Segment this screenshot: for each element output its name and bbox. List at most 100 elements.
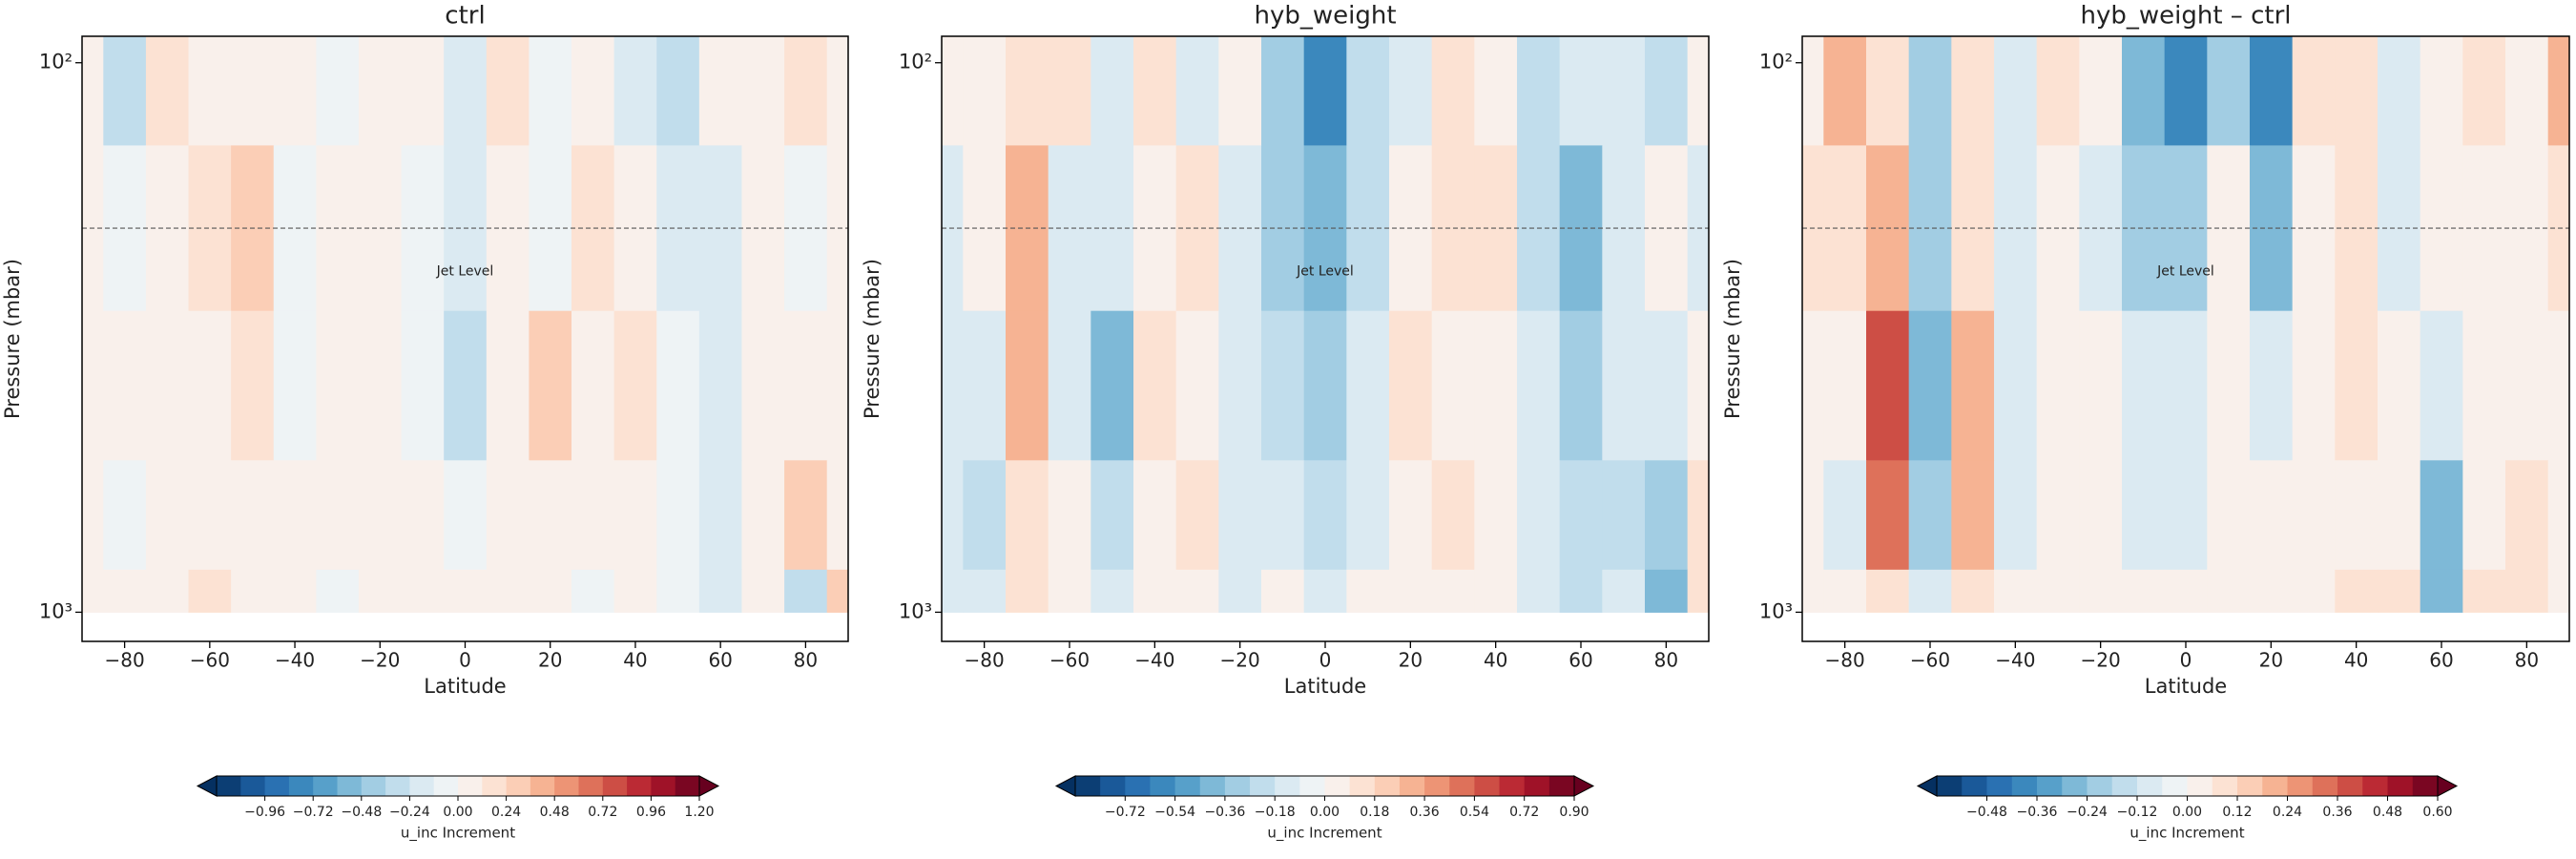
field-cell bbox=[1431, 460, 1475, 571]
field-cell bbox=[1261, 36, 1305, 146]
field-cell bbox=[2378, 460, 2421, 571]
colorbar-segment bbox=[1250, 776, 1276, 796]
field-cell bbox=[2079, 460, 2123, 571]
field-cell bbox=[1802, 460, 1824, 571]
field-cell bbox=[741, 310, 785, 461]
colorbar-segment bbox=[2062, 776, 2088, 796]
field-cell bbox=[1994, 460, 2038, 571]
field-cell bbox=[529, 460, 572, 571]
field-cell bbox=[826, 145, 848, 312]
colorbar-segment bbox=[1224, 776, 1251, 796]
field-cell bbox=[1645, 310, 1689, 461]
colorbar-segment bbox=[1449, 776, 1475, 796]
field-cell bbox=[1303, 569, 1347, 613]
field-cell bbox=[1994, 310, 2038, 461]
field-cell bbox=[1802, 310, 1824, 461]
field-cell bbox=[401, 310, 445, 461]
field-cell bbox=[2420, 569, 2463, 613]
field-cell bbox=[784, 145, 828, 312]
field-cell bbox=[316, 460, 360, 571]
x-tick-label: −80 bbox=[105, 649, 145, 672]
y-axis-label: Pressure (mbar) bbox=[1721, 259, 1744, 419]
colorbar-tick-label: 0.36 bbox=[1410, 805, 1440, 820]
field-cell bbox=[2378, 310, 2421, 461]
y-tick-label: 10² bbox=[1759, 51, 1793, 73]
colorbar-tick-label: 1.20 bbox=[684, 805, 714, 820]
x-tick-label: −40 bbox=[1134, 649, 1174, 672]
field-cell bbox=[145, 569, 190, 613]
x-tick-label: 60 bbox=[2429, 649, 2453, 672]
field-cell bbox=[2335, 36, 2379, 146]
colorbar-tick-label: 0.96 bbox=[636, 805, 666, 820]
field-cell bbox=[1951, 460, 1995, 571]
field-cell bbox=[2250, 36, 2294, 146]
field bbox=[82, 36, 848, 613]
field-cell bbox=[942, 36, 964, 146]
field-cell bbox=[1175, 460, 1219, 571]
colorbar-tick-label: 0.18 bbox=[1360, 805, 1389, 820]
field-cell bbox=[2207, 145, 2251, 312]
field-cell bbox=[444, 460, 488, 571]
colorbar-tick-label: −0.12 bbox=[2117, 805, 2158, 820]
field-cell bbox=[1006, 36, 1049, 146]
field-cell bbox=[188, 569, 232, 613]
colorbar-segment bbox=[361, 776, 386, 796]
field-cell bbox=[1802, 36, 1824, 146]
field-cell bbox=[145, 460, 190, 571]
annotation: Jet Level bbox=[2156, 264, 2214, 280]
field-cell bbox=[1346, 36, 1390, 146]
field-cell bbox=[1645, 460, 1689, 571]
field-cell bbox=[1346, 569, 1390, 613]
colorbar-tick-label: −0.54 bbox=[1154, 805, 1195, 820]
field-cell bbox=[1133, 569, 1177, 613]
field-cell bbox=[2462, 460, 2506, 571]
colorbar-tick-label: −0.72 bbox=[293, 805, 334, 820]
field-cell bbox=[613, 36, 657, 146]
field-cell bbox=[1431, 310, 1475, 461]
field-cell bbox=[1908, 460, 1952, 571]
x-tick-label: −20 bbox=[360, 649, 400, 672]
field-cell bbox=[1517, 310, 1561, 461]
colorbar-segment bbox=[2037, 776, 2063, 796]
field-cell bbox=[1091, 310, 1134, 461]
field-cell bbox=[2378, 36, 2421, 146]
field-cell bbox=[571, 460, 615, 571]
field-cell bbox=[1517, 460, 1561, 571]
field-cell bbox=[358, 310, 403, 461]
field-cell bbox=[2250, 310, 2294, 461]
y-tick-label: 10³ bbox=[1759, 599, 1793, 622]
field-cell bbox=[1133, 310, 1177, 461]
colorbar-tick-label: 0.72 bbox=[588, 805, 617, 820]
field-cell bbox=[1602, 310, 1646, 461]
colorbar-segment bbox=[1324, 776, 1351, 796]
field-cell bbox=[1303, 36, 1347, 146]
field-cell bbox=[741, 460, 785, 571]
x-tick-label: −60 bbox=[1910, 649, 1950, 672]
field-cell bbox=[316, 569, 360, 613]
field-cell bbox=[2547, 569, 2569, 613]
field-cell bbox=[2420, 36, 2463, 146]
field-cell bbox=[2122, 145, 2166, 312]
field-cell bbox=[1517, 36, 1561, 146]
field-cell bbox=[486, 569, 530, 613]
field-cell bbox=[2505, 569, 2549, 613]
field-cell bbox=[1389, 36, 1433, 146]
colorbar-segment bbox=[1174, 776, 1201, 796]
x-axis-label: Latitude bbox=[1284, 675, 1366, 698]
field-cell bbox=[529, 310, 572, 461]
field-cell bbox=[1175, 36, 1219, 146]
x-tick-label: 20 bbox=[2259, 649, 2283, 672]
field-cell bbox=[2036, 569, 2080, 613]
field-cell bbox=[1218, 569, 1262, 613]
field-cell bbox=[1133, 460, 1177, 571]
field-cell bbox=[2036, 460, 2080, 571]
colorbar-segment bbox=[2162, 776, 2188, 796]
field-cell bbox=[1994, 569, 2038, 613]
annotation: Jet Level bbox=[436, 264, 494, 280]
field-cell bbox=[529, 36, 572, 146]
field-cell bbox=[1474, 569, 1518, 613]
field-cell bbox=[741, 569, 785, 613]
field-cell bbox=[942, 310, 964, 461]
field-cell bbox=[82, 460, 104, 571]
